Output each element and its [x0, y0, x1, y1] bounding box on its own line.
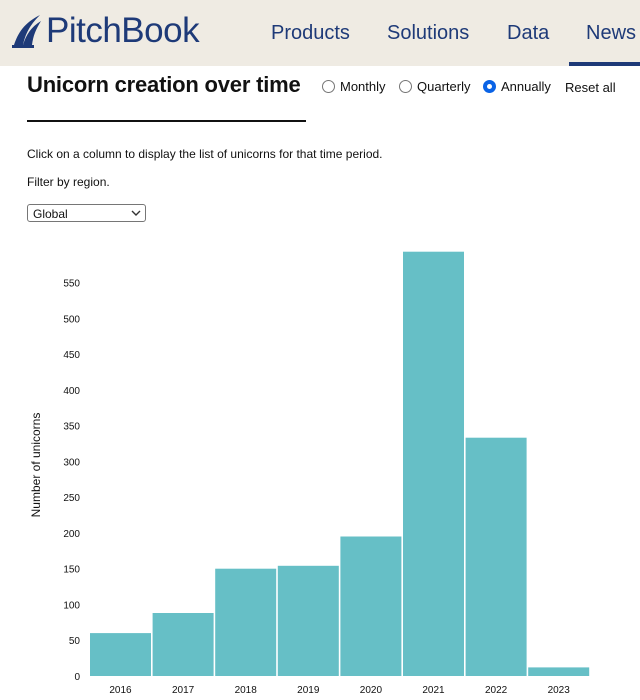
y-tick-label: 0: [74, 672, 80, 683]
reset-all-link[interactable]: Reset all: [565, 80, 616, 95]
x-tick-label: 2018: [235, 685, 258, 696]
y-tick-label: 250: [63, 493, 80, 504]
bar-2018[interactable]: [215, 568, 277, 676]
y-tick-label: 100: [63, 600, 80, 611]
page-title: Unicorn creation over time: [27, 72, 301, 97]
bar-2022[interactable]: [465, 437, 527, 676]
x-tick-label: 2016: [109, 685, 132, 696]
y-tick-label: 450: [63, 350, 80, 361]
radio-annually-label: Annually: [501, 79, 551, 94]
x-tick-label: 2017: [172, 685, 195, 696]
radio-annually[interactable]: Annually: [483, 79, 551, 94]
x-tick-label: 2021: [422, 685, 445, 696]
title-divider: [27, 120, 306, 122]
region-select-value: Global: [33, 207, 68, 221]
y-tick-label: 500: [63, 314, 80, 325]
bar-2021[interactable]: [403, 251, 464, 676]
bars-group: [90, 251, 590, 677]
y-tick-label: 550: [63, 279, 80, 290]
nav-solutions[interactable]: Solutions: [387, 21, 470, 44]
brand-name: PitchBook: [46, 11, 200, 50]
y-axis-ticks: 0 50 100 150 200 250 300 350 400 450 500 550: [63, 279, 80, 684]
x-tick-label: 2023: [548, 685, 571, 696]
x-axis-ticks: 2016 2017 2018 2019 2020 2021 2022 2023: [109, 685, 570, 696]
y-tick-label: 300: [63, 457, 80, 468]
x-tick-label: 2020: [360, 685, 383, 696]
filter-label: Filter by region.: [27, 175, 110, 189]
radio-monthly-label: Monthly: [340, 79, 386, 94]
bar-2016[interactable]: [90, 633, 151, 676]
nav-products[interactable]: Products: [271, 21, 350, 44]
pitchbook-logo-icon: [12, 15, 41, 48]
x-tick-label: 2019: [297, 685, 320, 696]
chevron-down-icon: [131, 210, 141, 216]
pitchbook-logo[interactable]: PitchBook: [10, 6, 200, 56]
y-tick-label: 350: [63, 422, 80, 433]
nav-data[interactable]: Data: [507, 21, 550, 44]
radio-annually-button[interactable]: [483, 80, 496, 93]
chart-instruction: Click on a column to display the list of…: [27, 147, 383, 161]
y-tick-label: 150: [63, 565, 80, 576]
x-tick-label: 2022: [485, 685, 508, 696]
nav-news[interactable]: News: [586, 21, 637, 44]
radio-monthly-button[interactable]: [322, 80, 335, 93]
radio-monthly[interactable]: Monthly: [322, 79, 386, 94]
y-tick-label: 200: [63, 529, 80, 540]
radio-quarterly-label: Quarterly: [417, 79, 471, 94]
radio-quarterly-button[interactable]: [399, 80, 412, 93]
region-select[interactable]: Global: [27, 204, 146, 222]
bar-2020[interactable]: [340, 536, 402, 677]
bar-2023[interactable]: [528, 667, 590, 676]
y-tick-label: 50: [69, 636, 81, 647]
active-nav-indicator: [569, 62, 640, 66]
bar-2019[interactable]: [277, 565, 339, 676]
bar-2017[interactable]: [152, 613, 214, 676]
radio-quarterly[interactable]: Quarterly: [399, 79, 470, 94]
y-axis-label: Number of unicorns: [29, 413, 43, 518]
y-tick-label: 400: [63, 386, 80, 397]
top-navigation-bar: PitchBook Products Solutions Data News: [0, 0, 640, 66]
